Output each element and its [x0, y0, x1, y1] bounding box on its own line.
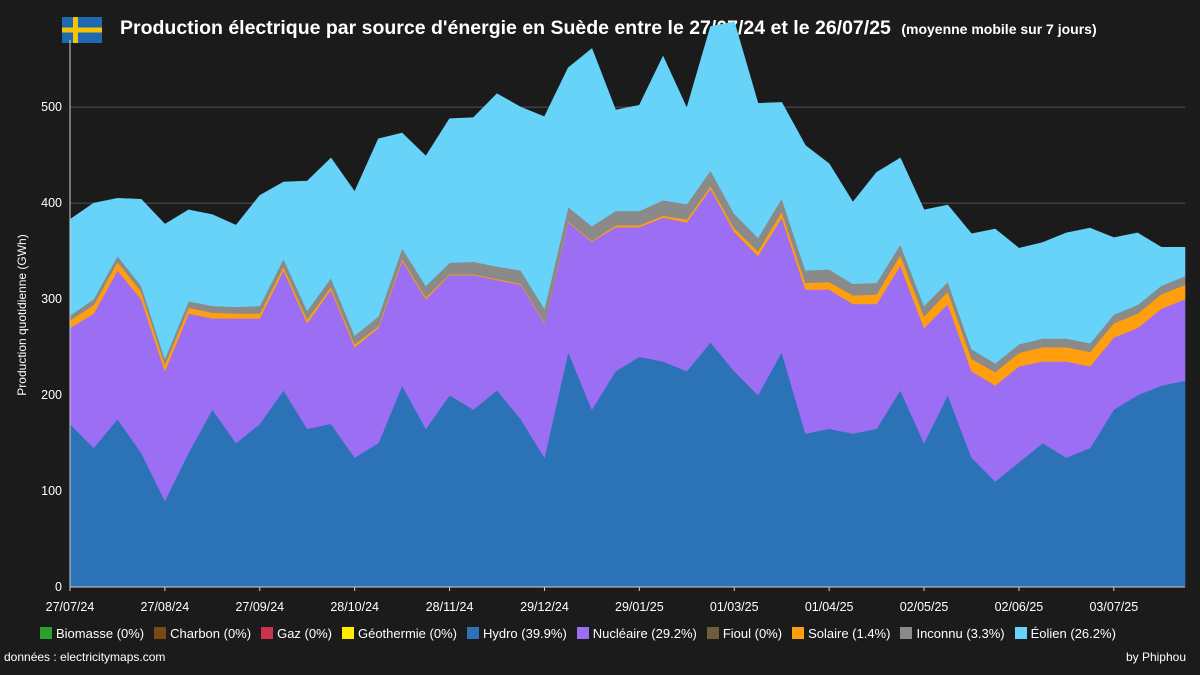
legend-swatch [261, 627, 274, 639]
credit: by Phiphou [1125, 650, 1186, 664]
legend-label: Nucléaire (29.2%) [592, 625, 697, 641]
legend-swatch [576, 627, 589, 639]
legend-item[interactable]: Fioul (0%) [706, 625, 783, 641]
x-tick-labels: 27/07/24 27/08/24 27/09/24 28/10/24 28/11/24… [46, 587, 1138, 614]
legend-item[interactable]: Inconnu (3.3%) [900, 625, 1005, 641]
chart-subtitle: (moyenne mobile sur 7 jours) [901, 21, 1097, 37]
y-tick-labels: 0 100 200 300 400 500 [41, 100, 62, 594]
axes [69, 40, 1185, 588]
legend-swatch [466, 627, 479, 639]
x-tick-label: 28/11/24 [426, 600, 474, 614]
legend-label: Biomasse (0%) [56, 625, 145, 641]
y-tick-label: 100 [41, 484, 62, 498]
y-tick-label: 400 [41, 196, 62, 210]
legend-item[interactable]: Solaire (1.4%) [792, 626, 890, 641]
legend-label: Gaz (0%) [277, 625, 332, 641]
data-source: données : electricitymaps.com [4, 650, 166, 664]
legend-item[interactable]: Nucléaire (29.2%) [576, 625, 697, 641]
x-tick-label: 29/12/24 [520, 600, 569, 614]
y-tick-label: 300 [41, 292, 62, 306]
stacked-area-chart: 0 100 200 300 400 500 27/07/24 27/08/24 27/09/2… [15, 21, 1186, 614]
area-éolien [69, 21, 1186, 364]
y-tick-label: 500 [41, 100, 62, 114]
flag-horizontal-cross [62, 27, 102, 33]
legend-label: Inconnu (3.3%) [916, 625, 1005, 641]
y-tick-label: 200 [41, 388, 62, 402]
x-tick-label: 02/06/25 [995, 600, 1044, 614]
legend-label: Hydro (39.9%) [482, 625, 567, 641]
legend-item[interactable]: Géothermie (0%) [341, 625, 457, 641]
legend-item[interactable]: Éolien (26.2%) [1014, 625, 1116, 641]
legend-label: Géothermie (0%) [357, 625, 457, 641]
x-tick-label: 29/01/25 [615, 600, 664, 614]
legend-swatch [40, 627, 52, 639]
x-tick-label: 01/04/25 [805, 600, 854, 614]
x-tick-label: 28/10/24 [330, 600, 379, 614]
x-tick-label: 01/03/25 [710, 600, 759, 614]
x-tick-label: 27/07/24 [46, 600, 95, 614]
legend-swatch [792, 627, 805, 639]
area-series [69, 21, 1186, 588]
legend: Biomasse (0%) Charbon (0%) Gaz (0%) Géother… [40, 624, 1200, 642]
legend-swatch [154, 627, 167, 639]
legend-item[interactable]: Charbon (0%) [154, 626, 251, 641]
header: Production électrique par source d'énerg… [0, 0, 1200, 56]
y-axis-label: Production quotidienne (GWh) [15, 234, 29, 395]
legend-item[interactable]: Hydro (39.9%) [466, 625, 567, 641]
x-tick-label: 27/08/24 [141, 600, 190, 614]
legend-swatch [900, 627, 913, 639]
chart-title: Production électrique par source d'énerg… [120, 17, 891, 39]
x-tick-label: 02/05/25 [900, 600, 949, 614]
x-tick-label: 27/09/24 [235, 600, 284, 614]
legend-label: Charbon (0%) [170, 625, 252, 641]
sweden-flag-icon [62, 17, 102, 43]
x-tick-label: 03/07/25 [1089, 600, 1138, 614]
legend-label: Solaire (1.4%) [808, 625, 891, 641]
legend-swatch [341, 627, 354, 639]
legend-swatch [1014, 627, 1027, 639]
title-line: Production électrique par source d'énerg… [120, 17, 1097, 40]
legend-label: Fioul (0%) [722, 625, 783, 641]
legend-item[interactable]: Gaz (0%) [261, 626, 332, 641]
legend-item[interactable]: Biomasse (0%) [40, 626, 144, 641]
y-tick-label: 0 [55, 580, 62, 594]
legend-swatch [706, 627, 719, 639]
legend-label: Éolien (26.2%) [1030, 625, 1116, 641]
